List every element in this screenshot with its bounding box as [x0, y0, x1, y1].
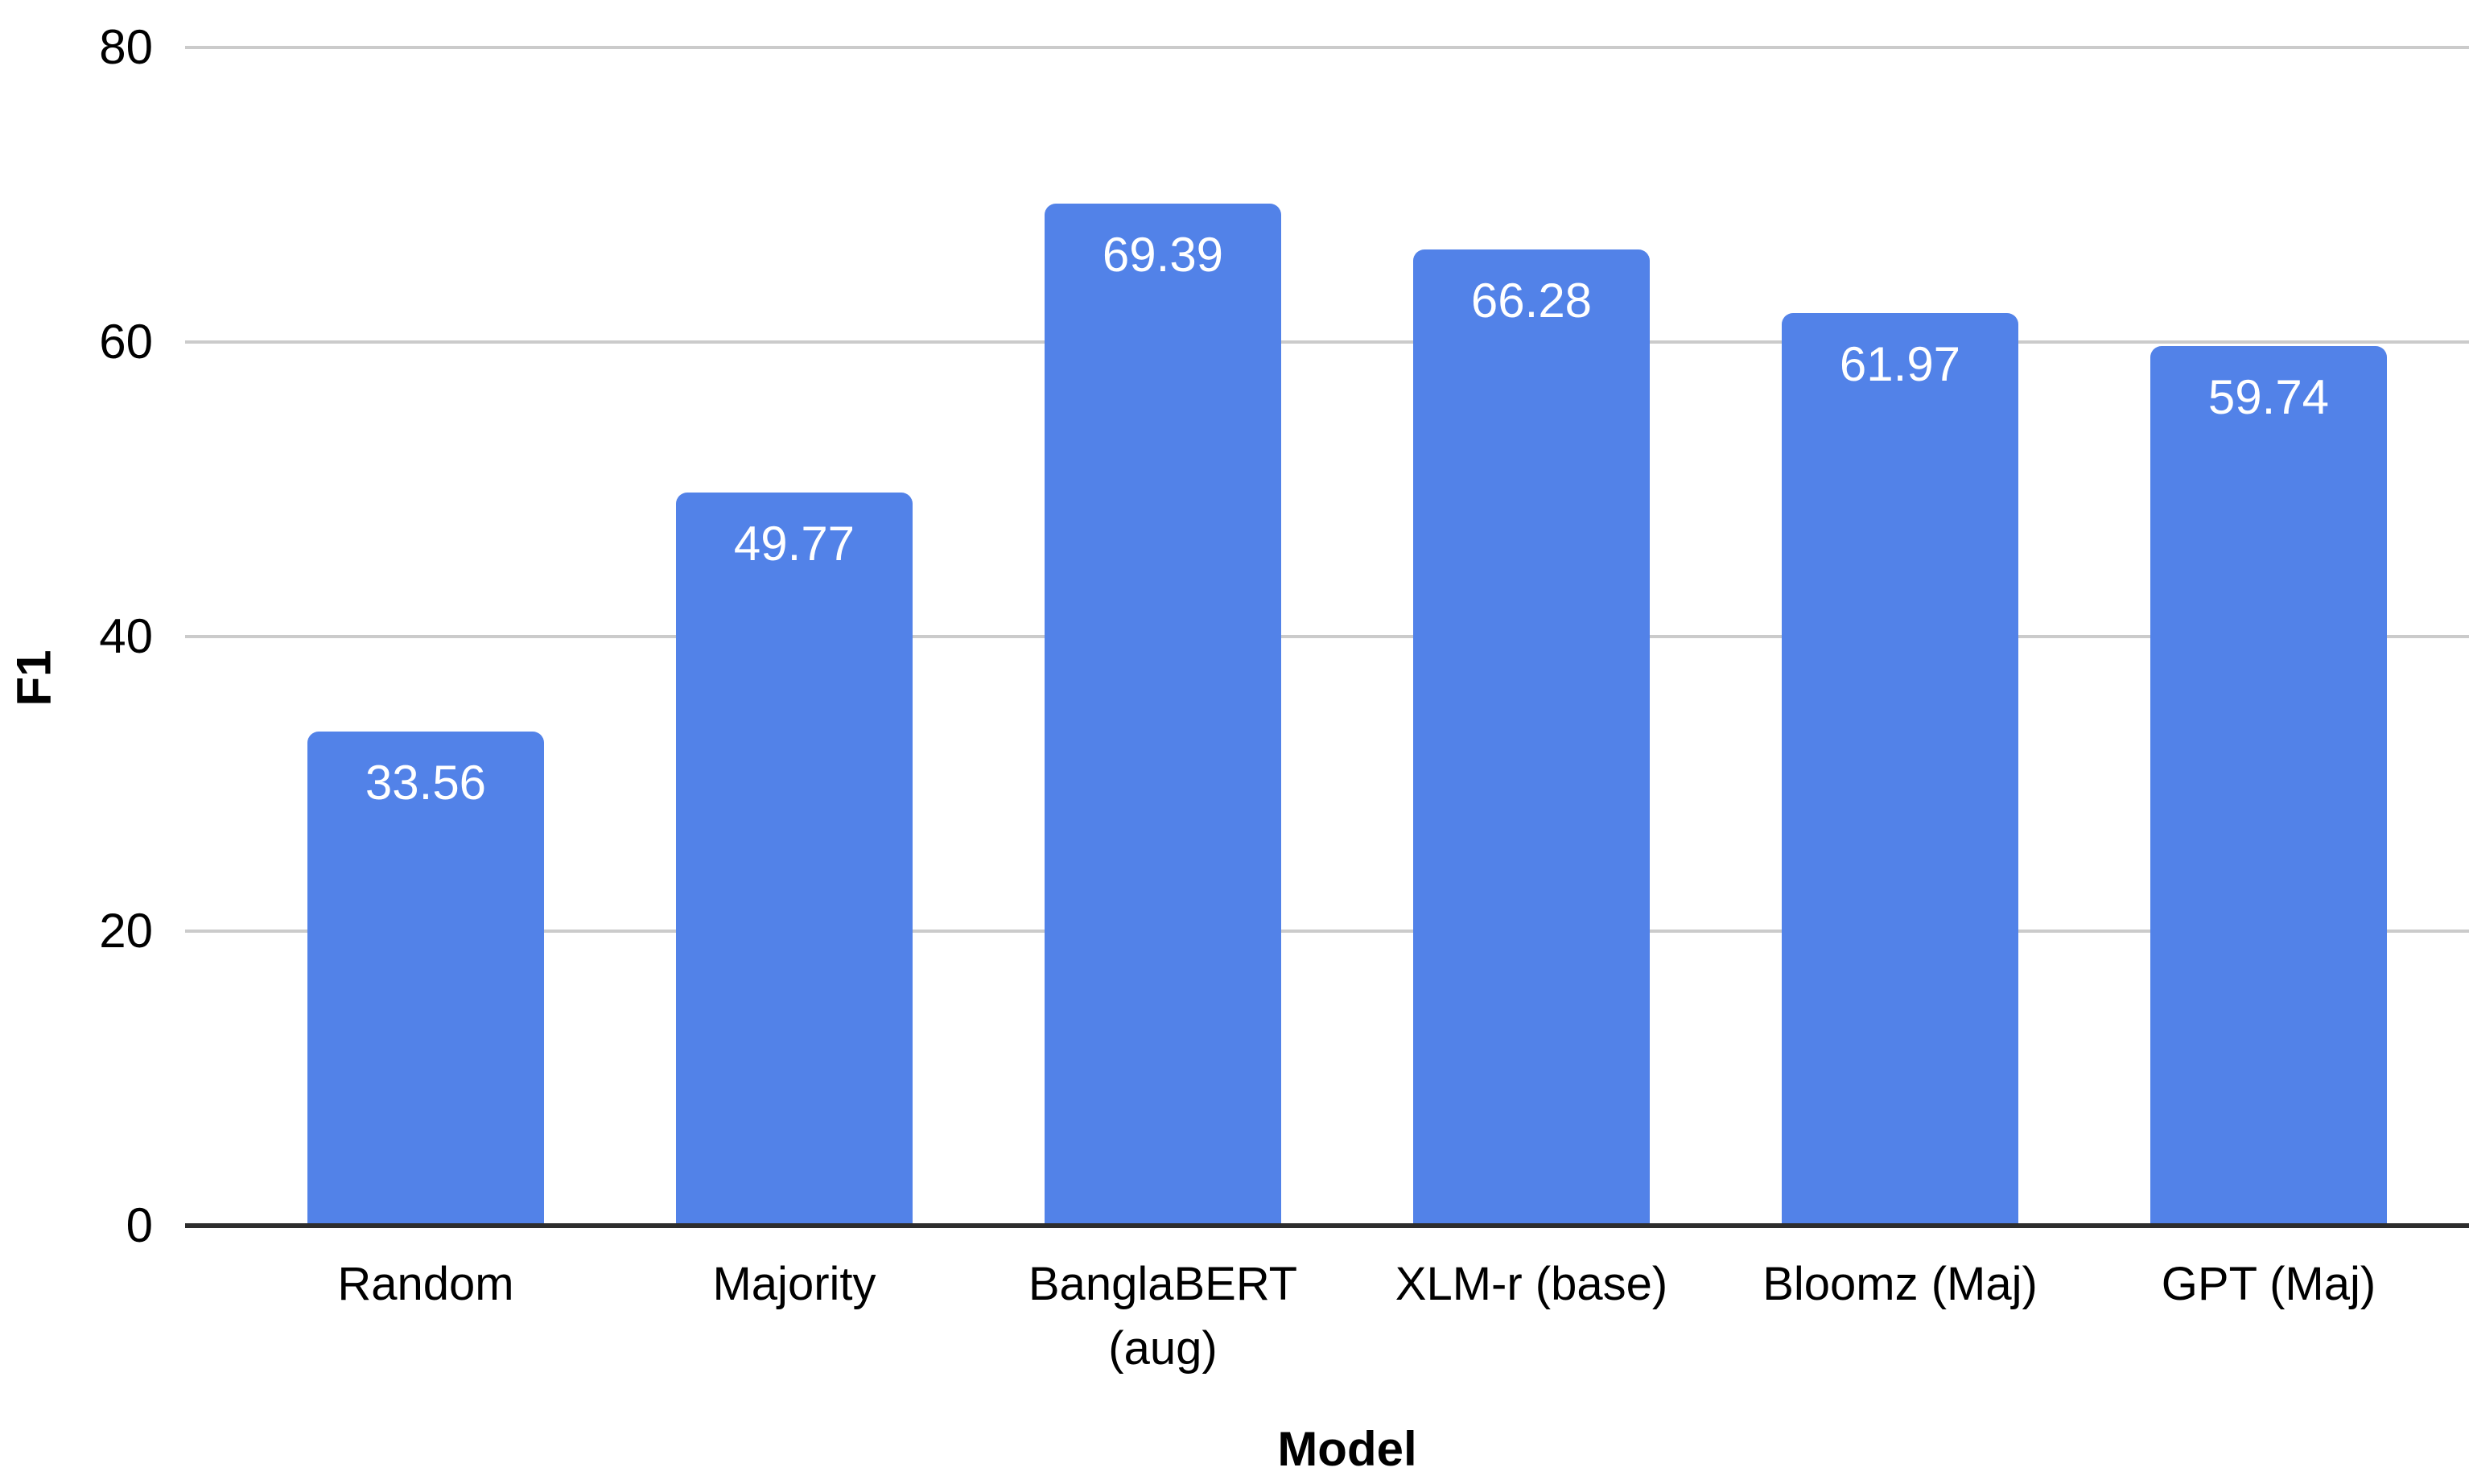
gridline — [185, 930, 2469, 933]
plot-area — [185, 46, 2469, 1228]
x-axis-baseline — [185, 1223, 2469, 1228]
x-axis-labels: Random Majority BanglaBERT (aug) XLM-r (base… — [241, 1252, 2453, 1381]
bar-slot: 49.77 — [610, 47, 979, 1226]
bar-slot: 59.74 — [2084, 47, 2453, 1226]
gridline — [185, 340, 2469, 344]
bars-layer: 33.56 49.77 69.39 66.28 61.97 59.74 — [241, 47, 2453, 1226]
bar-gpt-maj: 59.74 — [2150, 345, 2387, 1226]
y-tick-label: 40 — [99, 609, 153, 663]
bar-majority: 49.77 — [676, 493, 913, 1226]
x-tick-label: XLM-r (base) — [1395, 1258, 1668, 1310]
bar-slot: 61.97 — [1716, 47, 2084, 1226]
bar-value-label: 69.39 — [1102, 228, 1224, 282]
gridline — [185, 635, 2469, 638]
bar-value-label: 61.97 — [1839, 336, 1961, 391]
y-tick-label: 60 — [99, 315, 153, 369]
bar-value-label: 59.74 — [2207, 369, 2330, 424]
x-tick-label: Bloomz (Maj) — [1762, 1258, 2038, 1310]
x-tick-label: Majority — [712, 1258, 876, 1310]
x-tick-label: BanglaBERT (aug) — [1028, 1258, 1298, 1375]
x-axis-title: Model — [1277, 1422, 1417, 1476]
bar-slot: 69.39 — [979, 47, 1347, 1226]
y-axis-ticks: 0 20 40 60 80 — [0, 23, 153, 1250]
bar-slot: 66.28 — [1347, 47, 1716, 1226]
x-tick-label: Random — [337, 1258, 514, 1310]
bar-xlm-r-base: 66.28 — [1413, 249, 1650, 1226]
y-tick-label: 0 — [126, 1198, 153, 1252]
bar-random: 33.56 — [307, 731, 544, 1226]
bar-value-label: 33.56 — [365, 755, 487, 810]
bar-bloomz-maj: 61.97 — [1782, 312, 2018, 1226]
bar-slot: 33.56 — [241, 47, 610, 1226]
bar-value-label: 49.77 — [733, 517, 855, 571]
y-tick-label: 20 — [99, 904, 153, 958]
x-tick-label: GPT (Maj) — [2161, 1258, 2376, 1310]
y-tick-label: 80 — [99, 20, 153, 74]
bar-value-label: 66.28 — [1470, 274, 1593, 328]
bar-banglabert-aug: 69.39 — [1045, 204, 1281, 1226]
gridline — [185, 46, 2469, 49]
